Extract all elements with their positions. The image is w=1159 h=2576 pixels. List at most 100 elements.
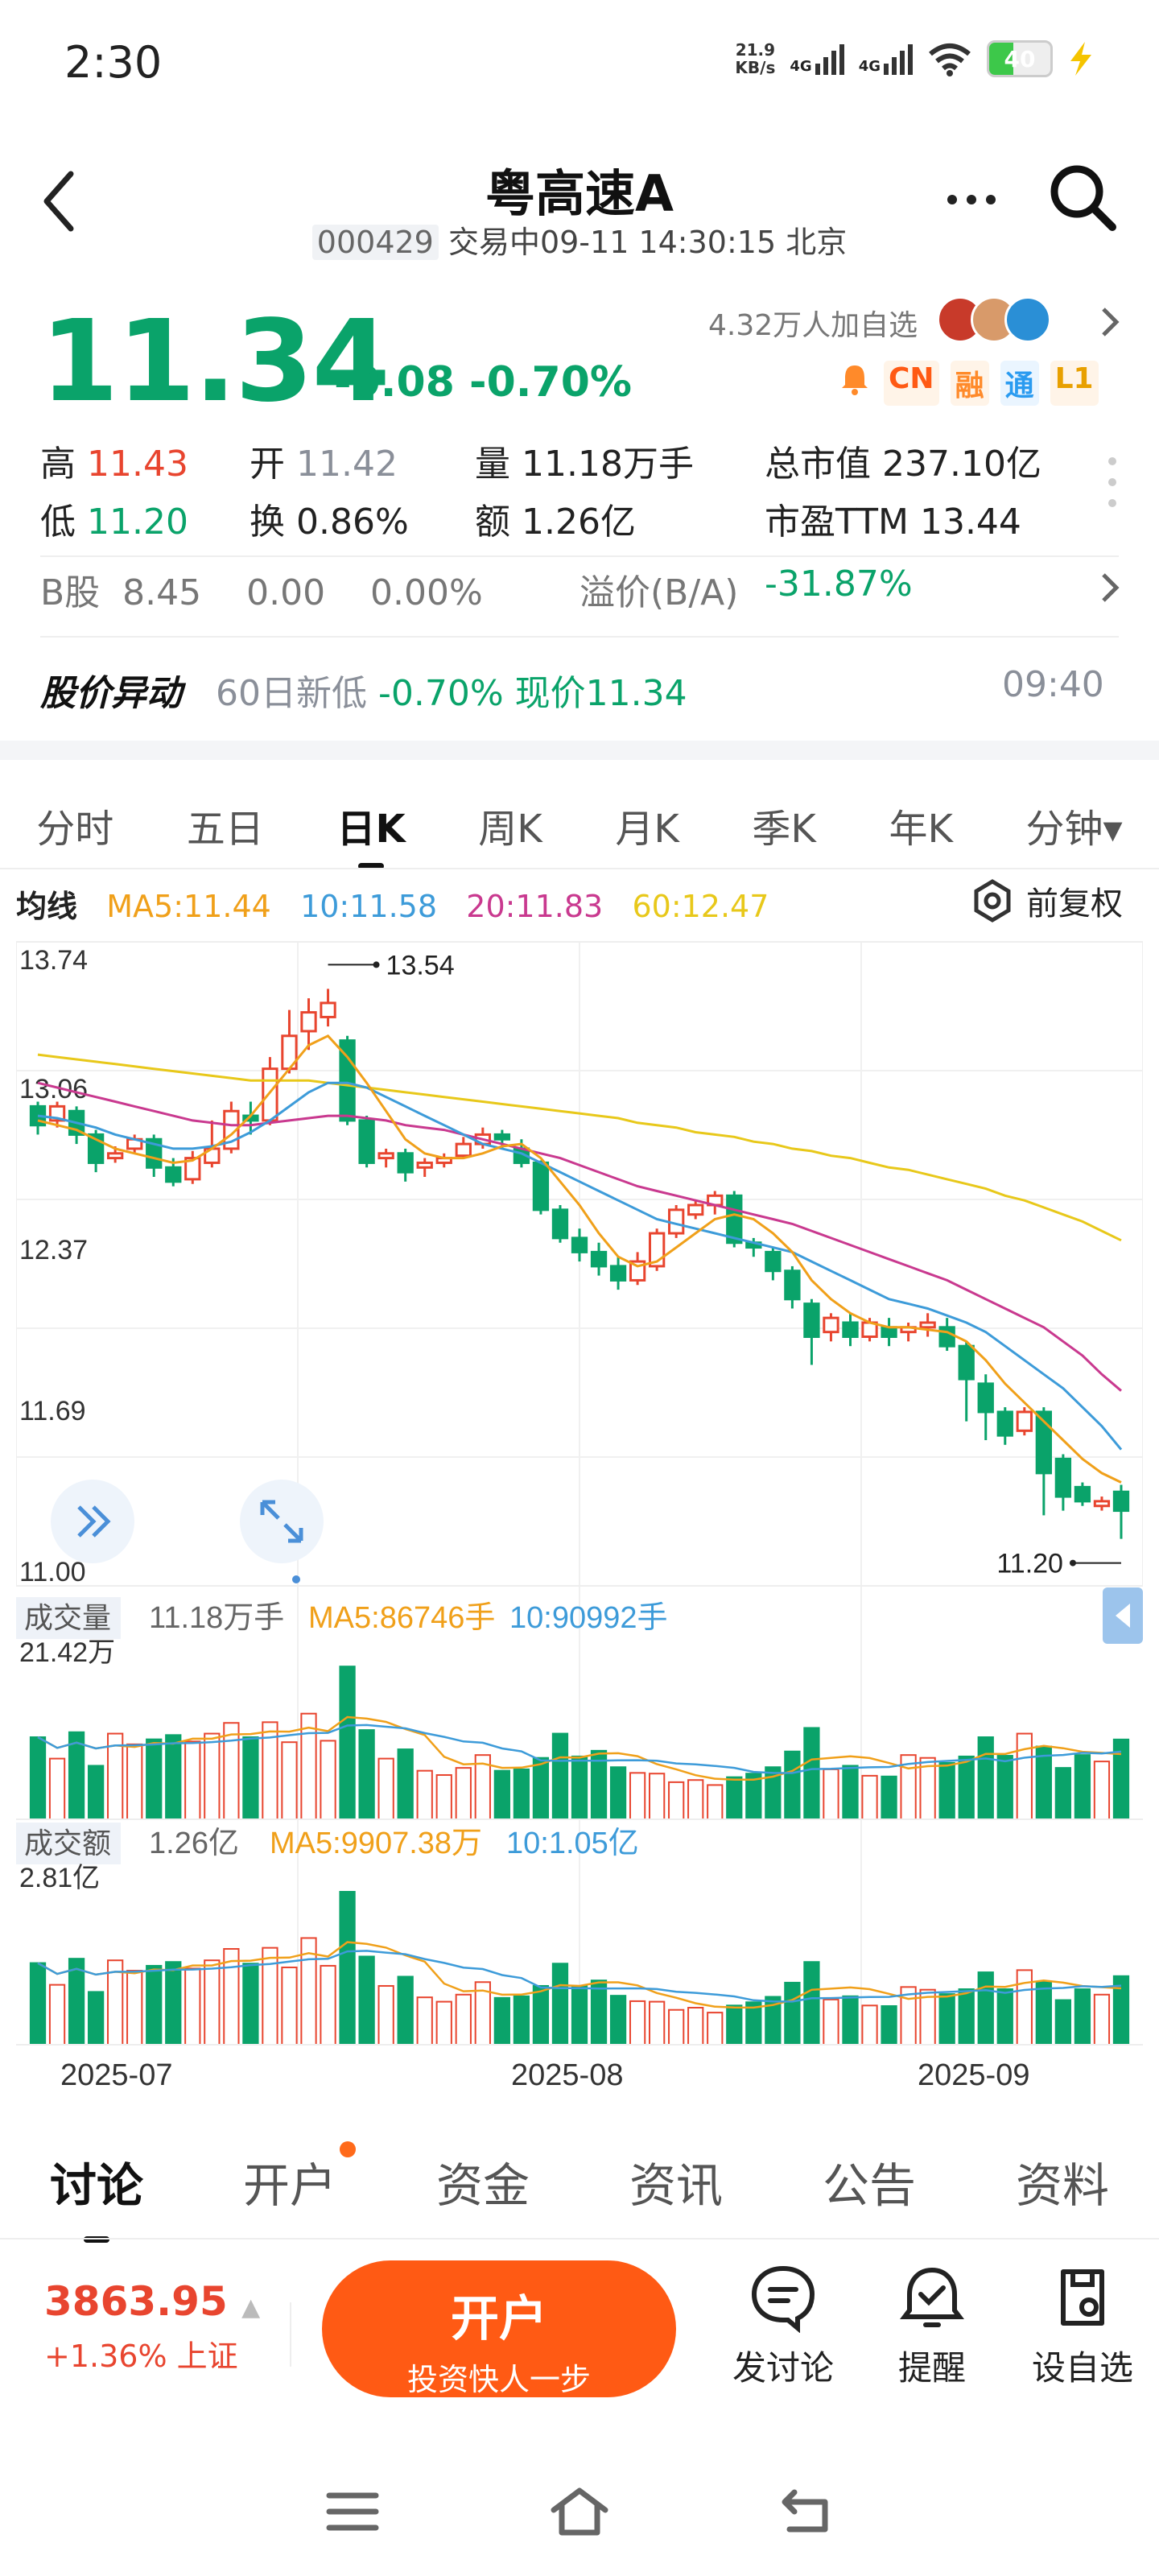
amount-bar — [397, 1975, 414, 2046]
watchlist-icon — [1061, 2269, 1104, 2326]
volume-bar — [803, 1727, 820, 1820]
amount-bar — [609, 1995, 627, 2046]
amount-bar — [668, 2008, 685, 2046]
premium-value: -31.87% — [765, 564, 913, 605]
amount-bar — [1093, 1993, 1111, 2046]
b-share-row[interactable]: B股 8.45 0.00 0.00% — [40, 572, 483, 613]
add-watchlist-button[interactable]: 设自选 — [1022, 2262, 1143, 2390]
price-alert-row[interactable]: 股价异动 60日新低 -0.70% 现价11.34 — [40, 673, 687, 714]
follower-count[interactable]: 4.32万人加自选 — [708, 309, 918, 342]
amount-bar — [842, 1995, 859, 2046]
amount-ma10: 10:1.05亿 — [506, 1827, 639, 1860]
tag-connect[interactable]: 通 — [1000, 361, 1039, 406]
tab-intraday[interactable]: 分时 — [36, 807, 114, 852]
search-icon[interactable] — [1046, 161, 1119, 233]
candle — [320, 1001, 336, 1018]
volume-bar — [126, 1743, 143, 1820]
amount-bar — [803, 1961, 820, 2046]
tab-quarterly-k[interactable]: 季K — [752, 807, 816, 852]
tab-minute[interactable]: 分钟▾ — [1025, 807, 1123, 852]
back-nav-icon[interactable] — [778, 2487, 835, 2536]
tab-yearly-k[interactable]: 年K — [889, 807, 953, 852]
bell-icon[interactable] — [837, 361, 872, 396]
adjust-toggle[interactable]: 前复权 — [970, 877, 1123, 924]
candle — [532, 1161, 550, 1212]
more-icon[interactable] — [946, 193, 997, 206]
tab-daily-k[interactable]: 日K — [336, 797, 406, 869]
amount-ma5: MA5:9907.38万 — [270, 1827, 482, 1860]
status-indicators: 21.9 KB/s 4G 4G 40 — [735, 40, 1095, 77]
amount-bar — [1074, 1988, 1091, 2046]
candle — [551, 1208, 569, 1240]
follower-avatars[interactable] — [937, 296, 1051, 343]
volume-bar — [184, 1740, 201, 1820]
candle — [1054, 1457, 1072, 1498]
chevron-right-icon[interactable] — [1099, 306, 1120, 338]
amount-bar — [590, 1979, 608, 2046]
low-price-label: 11.20 — [996, 1549, 1063, 1579]
amount-bar — [649, 2000, 666, 2046]
tag-cn[interactable]: CN — [884, 361, 939, 406]
candle — [687, 1203, 704, 1216]
tab-five-day[interactable]: 五日 — [186, 807, 264, 852]
price-change: -0.08 -0.70% — [334, 358, 632, 407]
current-price: 11.34 — [40, 296, 390, 427]
candle — [1016, 1410, 1033, 1432]
vertical-dots-icon[interactable] — [1107, 455, 1117, 511]
open-account-button[interactable]: 开户 投资快人一步 — [322, 2260, 676, 2397]
candle — [493, 1133, 511, 1141]
tab-weekly-k[interactable]: 周K — [478, 807, 542, 852]
tab-profile[interactable]: 资料 — [1015, 2158, 1109, 2213]
tab-open-account[interactable]: 开户 — [243, 2141, 356, 2215]
volume-bar — [996, 1755, 1013, 1821]
volume-bar — [823, 1768, 839, 1820]
x-tick-label: 2025-08 — [511, 2058, 623, 2092]
remind-button[interactable]: 提醒 — [872, 2262, 992, 2390]
amount-bar — [707, 2012, 724, 2046]
net-speed: 21.9 KB/s — [735, 40, 776, 77]
menu-icon[interactable] — [324, 2489, 381, 2534]
post-discussion-button[interactable]: 发讨论 — [723, 2262, 843, 2390]
amount-bar — [726, 2004, 743, 2046]
y-tick-label: 12.37 — [19, 1235, 88, 1265]
alarm-check-icon — [900, 2267, 964, 2327]
candle — [842, 1321, 859, 1339]
volume-bar — [707, 1784, 724, 1821]
chat-icon — [751, 2265, 815, 2333]
volume-bar — [842, 1765, 859, 1820]
tab-discussion[interactable]: 讨论 — [50, 2148, 143, 2243]
amount-ma10-line — [37, 1950, 1122, 2003]
kline-chart[interactable]: 13.74 13.06 12.37 11.69 11.00 13.54 11.20 成交量 11… — [16, 934, 1143, 2109]
volume-value: 11.18万手 — [522, 444, 694, 485]
volume-bar — [532, 1757, 550, 1820]
index-quote[interactable]: 3863.95 ▲ +1.36% 上证 — [44, 2278, 261, 2374]
volume-bar — [48, 1757, 66, 1820]
amount-bar — [339, 1891, 356, 2046]
signal-icon: 4G — [790, 43, 844, 75]
tag-margin[interactable]: 融 — [950, 361, 989, 406]
candle — [726, 1194, 743, 1245]
candle — [377, 1152, 394, 1160]
back-icon[interactable] — [40, 169, 79, 233]
volume-bar — [377, 1757, 394, 1820]
ma60-line — [37, 1053, 1122, 1242]
chevron-right-icon[interactable] — [1099, 572, 1120, 604]
volume-bar — [649, 1773, 666, 1820]
amount-bar — [551, 1963, 569, 2046]
amount-bar — [377, 1984, 394, 2046]
y-tick-label: 11.00 — [19, 1557, 86, 1587]
volume-bar — [29, 1736, 47, 1821]
tab-news[interactable]: 资讯 — [629, 2158, 723, 2213]
candle — [590, 1250, 608, 1268]
ma-legend: 均线 MA5:11.44 10:11.58 20:11.83 60:12.47 — [16, 889, 769, 924]
tab-announcements[interactable]: 公告 — [822, 2158, 916, 2213]
candle — [881, 1326, 897, 1339]
candle — [977, 1382, 994, 1414]
tag-l1[interactable]: L1 — [1050, 361, 1099, 406]
amount-bar — [320, 1964, 336, 2046]
high-value: 11.43 — [87, 444, 188, 485]
tab-funds[interactable]: 资金 — [435, 2158, 530, 2213]
amount-bar — [242, 1963, 259, 2046]
home-icon[interactable] — [547, 2486, 612, 2537]
tab-monthly-k[interactable]: 月K — [615, 807, 679, 852]
